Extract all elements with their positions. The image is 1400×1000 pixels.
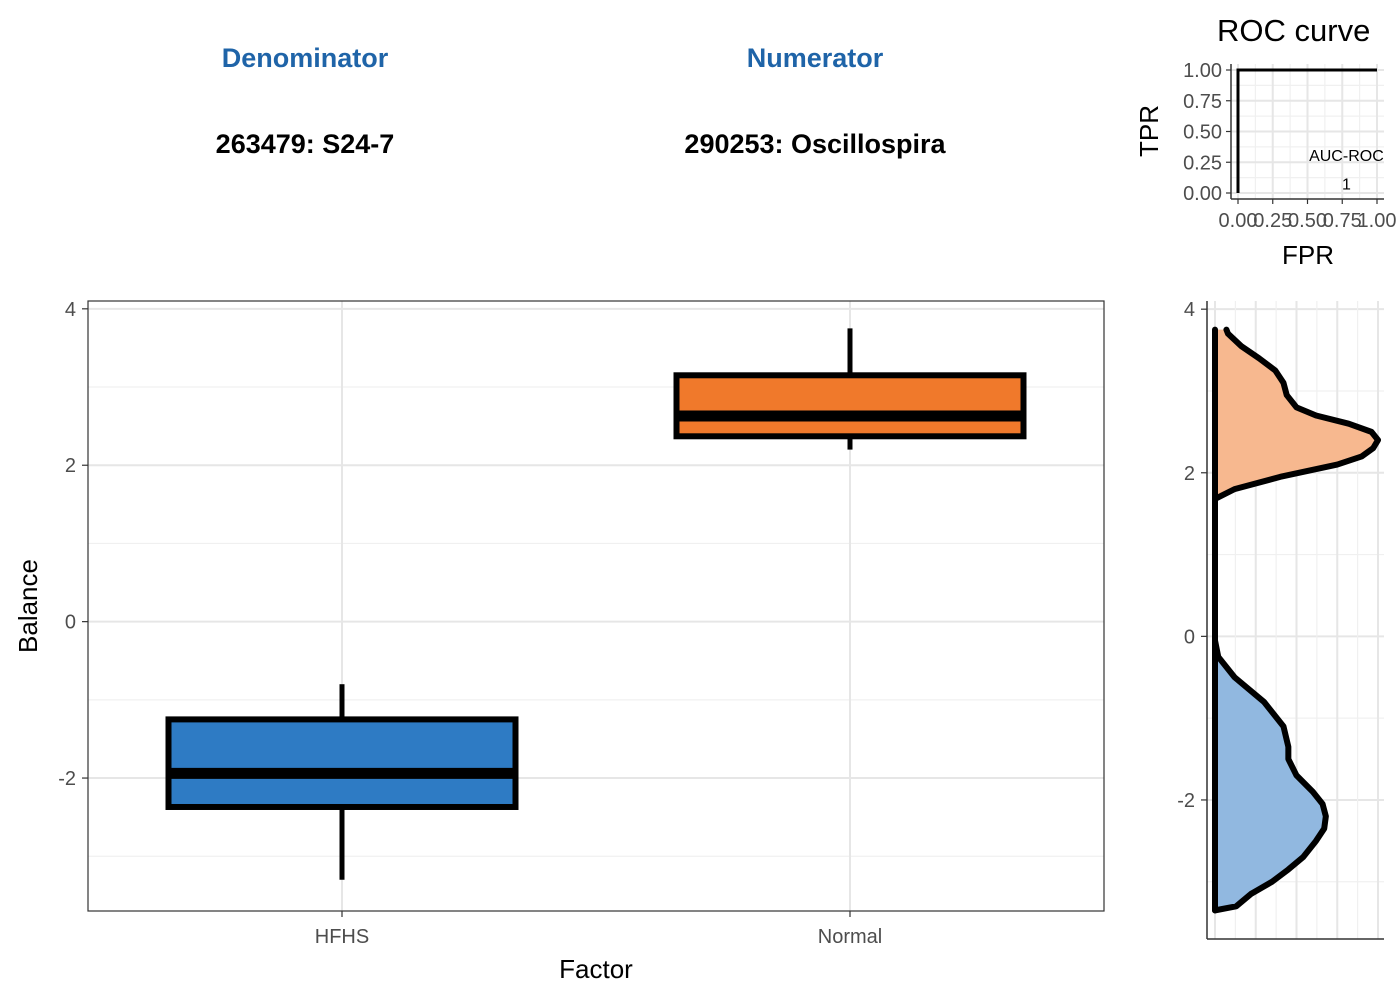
roc-y-tick-label: 0.50 [1183,122,1222,144]
denominator-title: Denominator [222,43,389,73]
roc-x-tick-label: 0.00 [1219,210,1258,232]
auc-roc-value: 1 [1342,176,1351,193]
density-y-tick-label: 0 [1184,626,1195,648]
boxplot-y-tick-label: 2 [65,455,76,477]
boxplot-y-tick-label: 0 [65,612,76,634]
boxplot-x-tick-label: HFHS [315,926,369,948]
roc-x-tick-label: 0.25 [1253,210,1292,232]
roc-y-tick-label: 0.25 [1183,152,1222,174]
roc-y-tick-label: 0.00 [1183,183,1222,205]
boxplot-x-tick-label: Normal [818,926,882,948]
boxplot-axes: -2 0 2 4 HFHS Normal [58,299,882,948]
density-y-tick-label: 2 [1184,463,1195,485]
box-normal [673,372,1027,440]
density-marks [1212,326,1381,914]
roc-x-tick-label: 0.50 [1288,210,1327,232]
roc-y-title: TPR [1134,105,1164,157]
boxplot-x-title: Factor [559,954,633,984]
roc-marks: AUC-ROC 1 [1236,68,1384,193]
roc-title: ROC curve [1217,13,1370,48]
auc-roc-label: AUC-ROC [1309,148,1384,165]
numerator-value: 290253: Oscillospira [684,129,946,159]
roc-y-tick-label: 0.75 [1183,91,1222,113]
density-outline-normal [1212,326,1381,502]
roc-curve-line [1236,68,1377,193]
density-outline-hfhs [1212,637,1329,914]
roc-y-tick-label: 1.00 [1183,60,1222,82]
density-y-tick-label: -2 [1177,790,1195,812]
density-axes: -2 0 2 4 [1177,299,1384,940]
denominator-value: 263479: S24-7 [216,129,395,159]
numerator-title: Numerator [747,43,884,73]
roc-x-title: FPR [1282,240,1334,270]
boxplot-panel: -2 0 2 4 HFHS Normal Factor Balance [13,299,1105,984]
boxplot-frame [87,300,1105,912]
boxplot-y-tick-label: 4 [65,299,76,321]
roc-axes: 0.000.000.250.250.500.500.750.751.001.00 [1183,60,1396,232]
roc-x-tick-label: 1.00 [1358,210,1397,232]
boxplot-marks [165,328,1027,880]
boxplot-y-tick-label: -2 [58,768,76,790]
density-area-normal [1215,329,1378,499]
roc-x-tick-label: 0.75 [1323,210,1362,232]
boxplot-y-title: Balance [13,559,43,653]
density-area-hfhs [1215,640,1326,911]
roc-grid [1231,64,1384,199]
box-hfhs [165,716,519,810]
density-y-tick-label: 4 [1184,299,1195,321]
density-panel: -2 0 2 4 [1177,299,1384,940]
